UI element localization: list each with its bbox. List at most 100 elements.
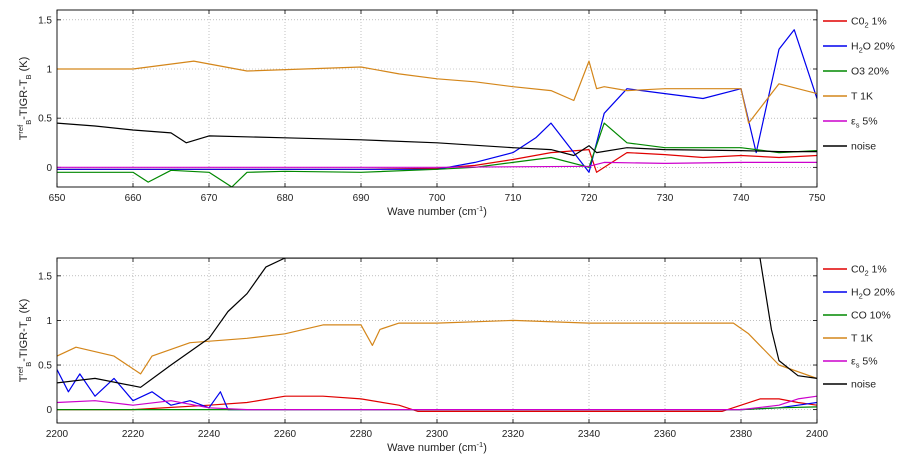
x-label-tail: ) [483,206,487,218]
legend-text: H [851,287,859,299]
x-tick-label: 700 [429,193,446,204]
plot-frame [56,9,818,188]
x-tick-label: 2200 [46,429,69,440]
y-label-mid: -TIGR [18,332,30,362]
y-label-main: T [18,133,30,140]
y-label-sub2: B [24,316,33,321]
y-tick-label: 0.5 [38,361,52,372]
legend-label: T 1K [851,333,873,345]
legend-text: C0 [851,16,865,28]
legend-label: noise [851,141,876,153]
legend-tail: O 20% [863,287,895,299]
legend-text: CO 10% [851,310,891,322]
x-label-text: Wave number (cm [387,442,476,454]
y-label-main: T [18,375,30,382]
legend-label: εs 5% [851,356,878,370]
legend-sub: s [856,361,860,370]
legend-tail: 1% [869,16,887,28]
x-tick-label: 730 [657,193,674,204]
y-label-tail: -T [18,321,30,332]
legend-text: T 1K [851,91,873,103]
x-tick-label: 710 [505,193,522,204]
x-label-sup: -1 [477,440,484,449]
y-label-sub: B [24,120,33,125]
top-panel: 650 660 670 680 690 700 710 720 730 740 750 0 0.5 1 1.… [16,9,895,218]
x-tick-label: 650 [49,193,66,204]
legend-label: C02 1% [851,264,887,278]
x-label-tail: ) [483,442,487,454]
plot-frame [56,257,818,424]
x-axis-label: Wave number (cm-1) [387,204,487,218]
legend-label: H2O 20% [851,41,895,55]
series-line [57,122,817,187]
legend-text: noise [851,379,876,391]
legend-sub: s [856,121,860,130]
x-tick-label: 740 [733,193,750,204]
legend-label: T 1K [851,91,873,103]
legend-sub: 2 [859,46,863,55]
y-tick-label: 0.5 [38,114,52,125]
series-line [57,161,817,168]
y-tick-label: 0 [46,163,52,174]
legend-text: T 1K [851,333,873,345]
legend-label: CO 10% [851,310,891,322]
legend-label: noise [851,379,876,391]
legend-label: εs 5% [851,116,878,130]
legend-text: O3 20% [851,66,889,78]
x-tick-label: 2380 [730,429,753,440]
y-tick-label: 1.5 [38,15,52,26]
y-label-unit: (K) [18,299,30,317]
x-tick-label: 2320 [502,429,525,440]
series-line [57,319,817,379]
legend-text: H [851,41,859,53]
series-line [57,29,817,173]
y-label-unit: (K) [18,57,30,75]
x-tick-label: 2400 [806,429,829,440]
y-label-tail: -T [18,79,30,90]
x-label-sup: -1 [477,204,484,213]
x-tick-label: 2280 [350,429,373,440]
series-line [57,395,817,412]
x-tick-label: 2220 [122,429,145,440]
legend-text: ε [851,116,856,128]
x-tick-label: 670 [201,193,218,204]
x-tick-label: 720 [581,193,598,204]
legend-tail: 5% [859,116,877,128]
series-line [57,122,817,157]
legend-tail: 5% [859,356,877,368]
series-line [57,60,817,124]
series-group [57,258,817,412]
series-group [57,29,817,187]
y-label-sub: B [24,362,33,367]
series-line [57,258,817,388]
legend-label: H2O 20% [851,287,895,301]
legend-label: C02 1% [851,16,887,30]
x-tick-label: 2340 [578,429,601,440]
y-axis-label: TrefB-TIGR-TB (K) [16,299,33,383]
y-tick-label: 0 [46,405,52,416]
legend-tail: O 20% [863,41,895,53]
x-axis-label: Wave number (cm-1) [387,440,487,454]
x-tick-label: 2260 [274,429,297,440]
y-tick-label: 1 [46,65,52,76]
legend-sub: 2 [864,269,868,278]
x-tick-label: 2240 [198,429,221,440]
legend-label: O3 20% [851,66,889,78]
y-label-sup: ref [16,124,25,134]
legend-sub: 2 [859,292,863,301]
series-line [57,395,817,411]
legend-text: ε [851,356,856,368]
x-tick-label: 2360 [654,429,677,440]
y-label-sup: ref [16,366,25,376]
x-tick-label: 660 [125,193,142,204]
x-tick-label: 690 [353,193,370,204]
y-label-mid: -TIGR [18,90,30,120]
legend-text: noise [851,141,876,153]
legend-tail: 1% [869,264,887,276]
legend-sub: 2 [864,21,868,30]
bottom-panel: 2200 2220 2240 2260 2280 2300 2320 2340 2360 2380… [16,257,895,454]
y-axis-label: TrefB-TIGR-TB (K) [16,57,33,141]
legend-text: C0 [851,264,865,276]
x-tick-label: 750 [809,193,826,204]
